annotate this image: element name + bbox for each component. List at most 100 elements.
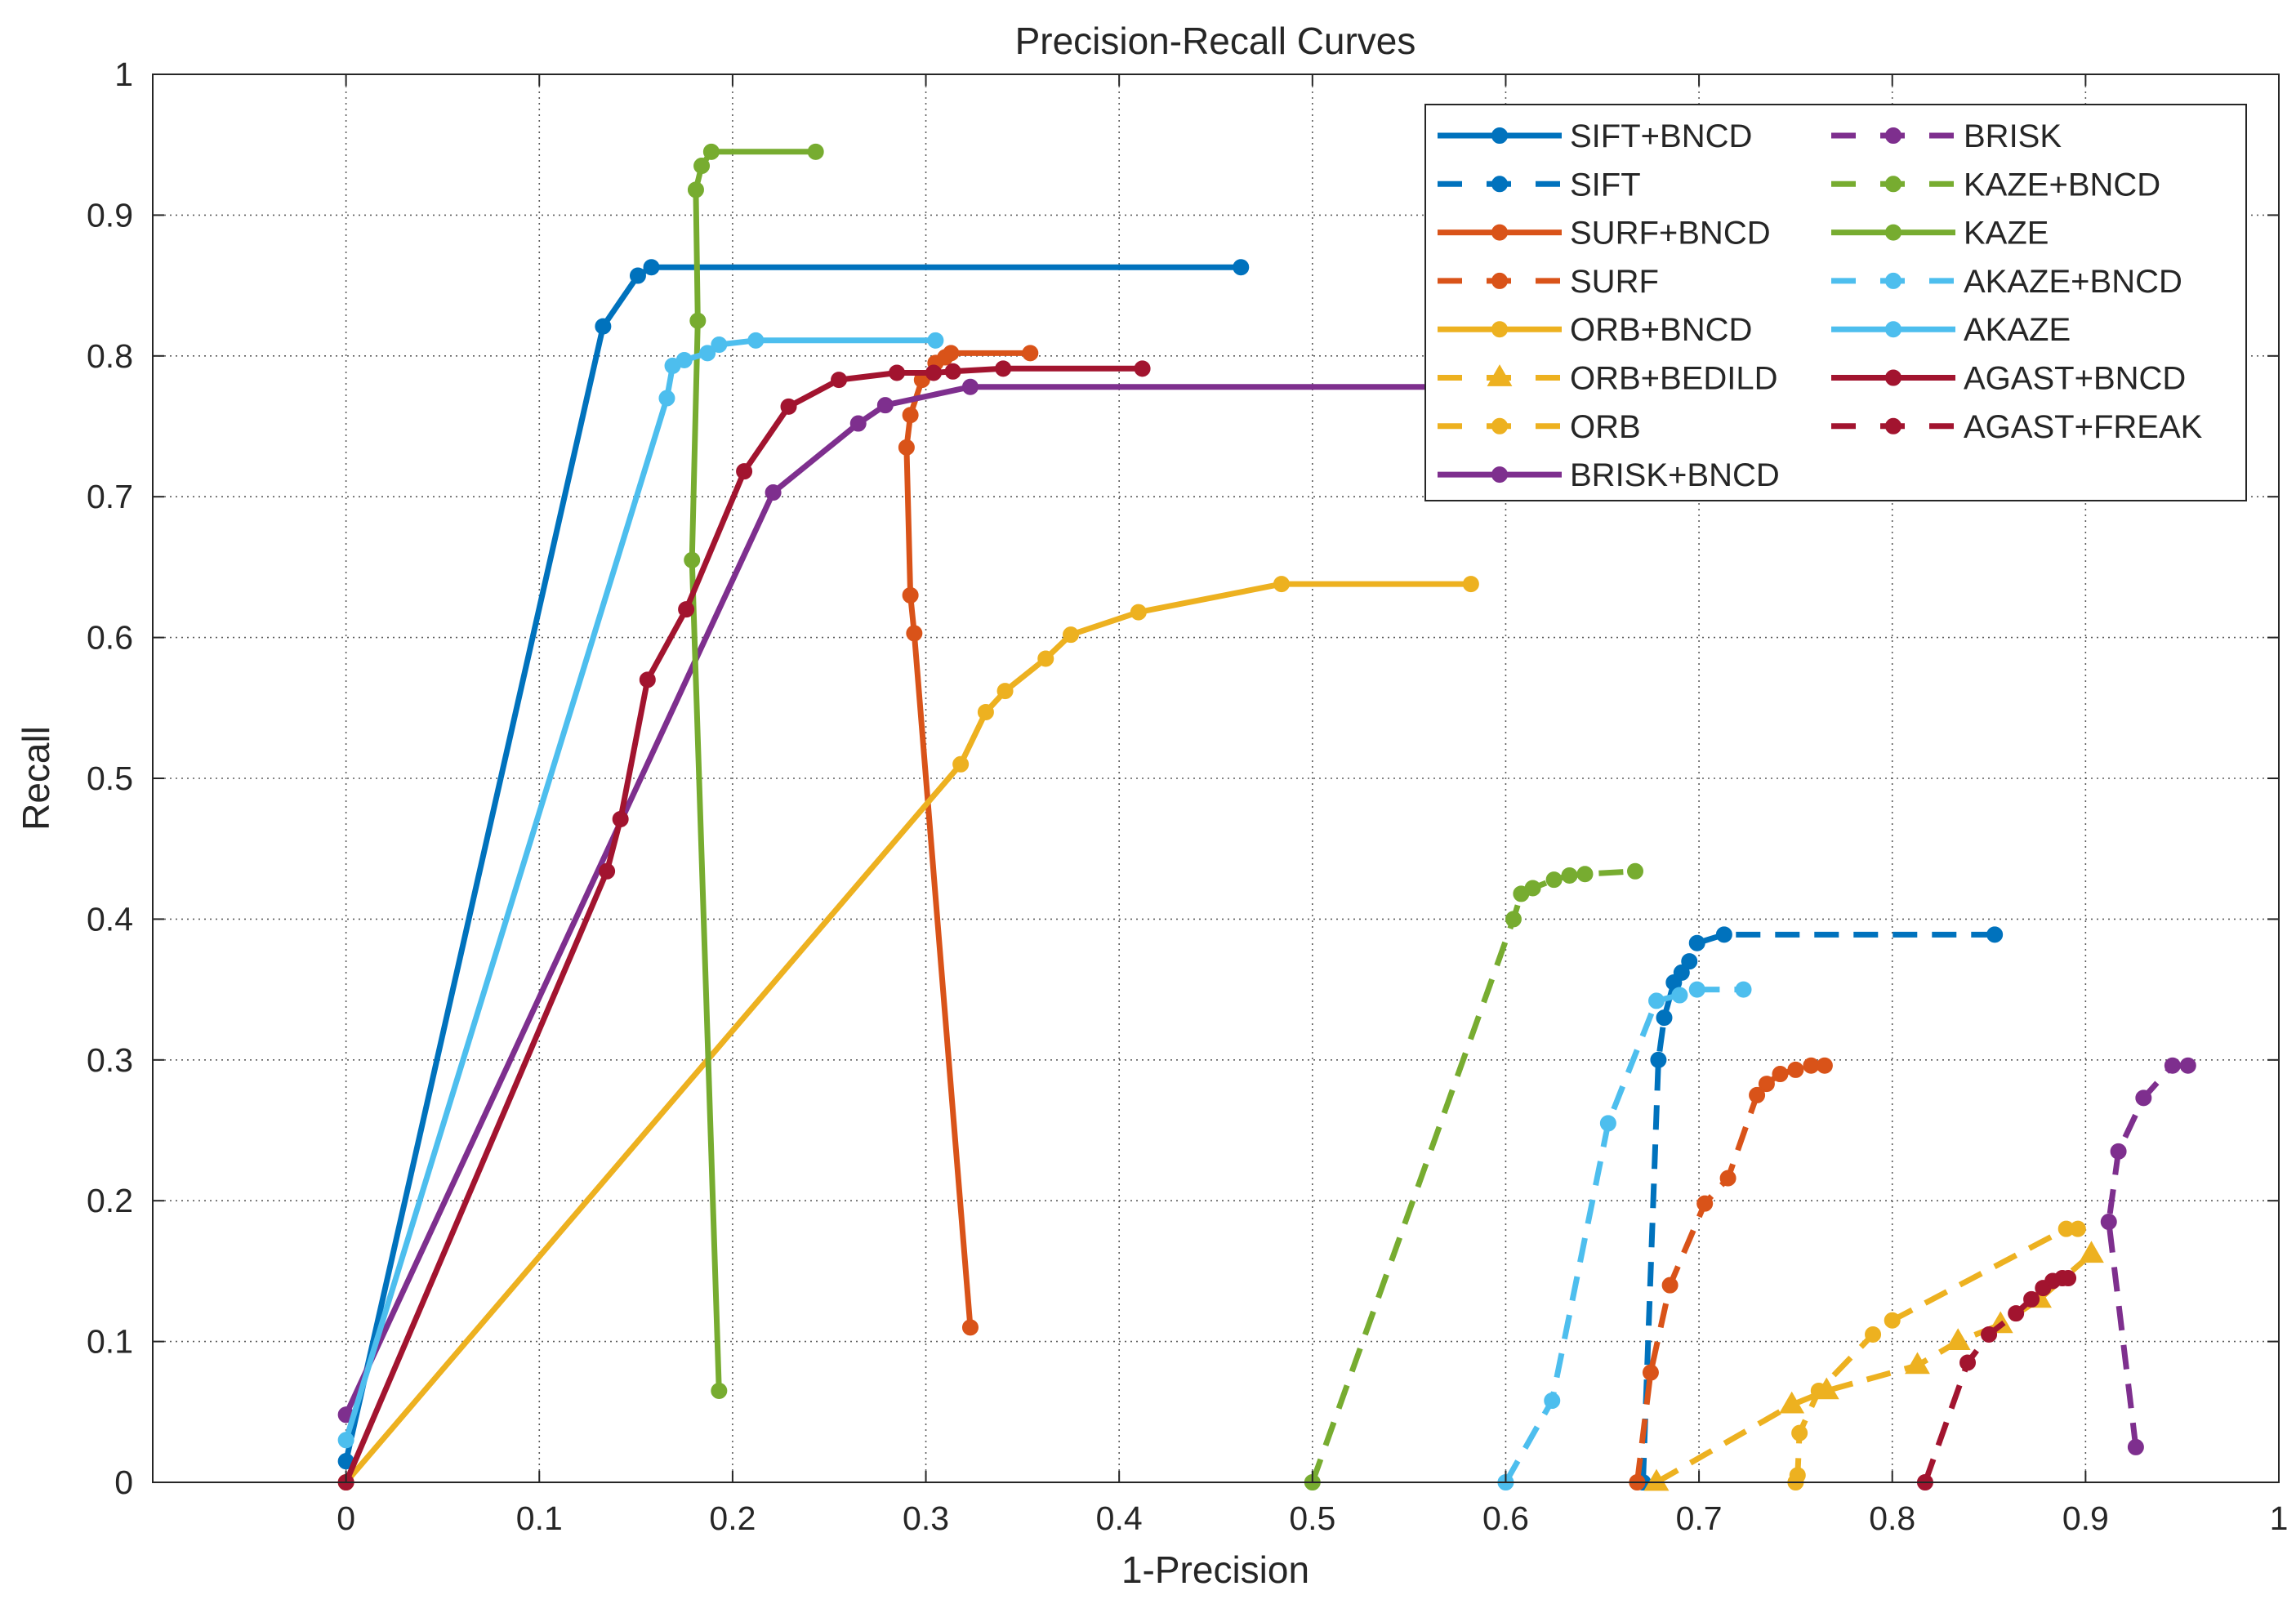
data-point-surf-bncd <box>898 439 915 456</box>
data-point-orb-bncd <box>977 703 994 720</box>
data-point-akaze <box>711 336 728 354</box>
x-tick-label: 0.5 <box>1289 1499 1335 1537</box>
data-point-orb-bedild <box>1945 1328 1971 1350</box>
data-point-agast-bncd <box>944 363 961 380</box>
legend-box <box>1424 104 2247 501</box>
series-akaze <box>337 332 944 1449</box>
legend-label: ORB+BNCD <box>1570 312 1752 348</box>
legend-item-kaze-bncd: KAZE+BNCD <box>1831 167 2160 203</box>
data-point-orb-bncd <box>1273 576 1290 593</box>
data-point-orb-bncd <box>1063 626 1080 644</box>
data-point-akaze-bncd <box>1599 1115 1616 1132</box>
legend-swatch-marker <box>1491 272 1508 289</box>
legend-item-brisk-bncd: BRISK+BNCD <box>1438 457 1780 493</box>
legend-swatch-marker <box>1491 466 1508 483</box>
data-point-kaze-bncd <box>1627 862 1644 880</box>
data-point-brisk-bncd <box>876 397 894 414</box>
legend-swatch-marker <box>1885 417 1901 434</box>
data-point-surf <box>1772 1066 1789 1083</box>
data-point-brisk <box>2135 1089 2152 1107</box>
data-point-sift <box>1650 1051 1667 1068</box>
data-point-sift <box>1656 1009 1673 1027</box>
series-orb-bncd <box>337 576 1479 1490</box>
series-kaze <box>684 143 824 1399</box>
legend-swatch-marker <box>1885 127 1901 144</box>
legend-label: BRISK+BNCD <box>1570 457 1780 493</box>
data-point-surf-bncd <box>961 1319 979 1336</box>
data-point-agast-bncd <box>736 463 753 480</box>
data-point-akaze-bncd <box>1544 1392 1561 1410</box>
legend-swatch-marker <box>1885 176 1901 193</box>
data-point-surf <box>1719 1170 1736 1187</box>
data-point-surf <box>1642 1364 1659 1381</box>
data-point-brisk <box>2110 1143 2127 1160</box>
data-point-kaze-bncd <box>1545 871 1563 889</box>
data-point-sift <box>1715 926 1732 943</box>
legend-item-agast-bncd: AGAST+BNCD <box>1831 361 2186 397</box>
chart-title: Precision-Recall Curves <box>1015 20 1416 62</box>
series-brisk-bncd <box>337 378 1843 1424</box>
series-agast-bncd <box>337 360 1151 1490</box>
data-point-brisk-bncd <box>961 378 979 395</box>
series-orb <box>1787 1220 2086 1490</box>
data-point-agast-freak <box>1981 1326 1998 1343</box>
data-point-kaze-bncd <box>1561 867 1578 884</box>
data-point-agast-bncd <box>831 372 848 389</box>
legend-item-surf: SURF <box>1438 264 1659 300</box>
data-point-sift-bncd <box>1233 259 1250 276</box>
data-point-akaze <box>747 332 765 349</box>
data-point-akaze-bncd <box>1671 987 1688 1004</box>
data-point-surf <box>1787 1061 1804 1078</box>
data-point-surf <box>1749 1086 1766 1103</box>
data-point-surf-bncd <box>1022 345 1039 362</box>
legend-swatch-marker <box>1885 321 1901 338</box>
legend-item-orb-bedild: ORB+BEDILD <box>1438 361 1778 397</box>
series-lines <box>337 143 2196 1491</box>
data-point-kaze-bncd <box>1524 880 1541 897</box>
legend-swatch-marker <box>1487 364 1513 386</box>
data-point-surf <box>1661 1277 1679 1294</box>
legend-label: KAZE <box>1964 216 2049 252</box>
data-point-kaze <box>702 143 720 160</box>
data-point-sift-bncd <box>629 267 646 284</box>
data-point-kaze <box>689 312 707 329</box>
legend-swatch-marker <box>1491 224 1508 241</box>
data-point-agast-bncd <box>612 810 629 827</box>
data-point-agast-bncd <box>995 360 1012 377</box>
data-point-surf <box>1758 1076 1775 1093</box>
y-tick-label: 0.7 <box>87 478 133 515</box>
legend-item-kaze: KAZE <box>1831 216 2049 252</box>
y-tick-label: 0.2 <box>87 1182 133 1219</box>
data-point-brisk-bncd <box>765 484 782 501</box>
data-point-agast-freak <box>1959 1354 1977 1371</box>
series-akaze-bncd <box>1497 981 1752 1490</box>
y-tick-label: 0.1 <box>87 1323 133 1361</box>
data-point-agast-bncd <box>678 601 695 618</box>
series-sift-bncd <box>337 259 1250 1470</box>
data-point-brisk <box>2127 1438 2144 1455</box>
data-point-brisk-bncd <box>849 415 867 432</box>
legend-item-akaze-bncd: AKAZE+BNCD <box>1831 264 2182 300</box>
legend-label: SURF+BNCD <box>1570 216 1771 252</box>
legend-item-surf-bncd: SURF+BNCD <box>1438 216 1771 252</box>
legend-swatch-marker <box>1885 224 1901 241</box>
data-point-kaze <box>711 1382 728 1399</box>
data-point-orb <box>1884 1312 1901 1329</box>
legend-item-sift: SIFT <box>1438 167 1641 203</box>
legend-swatch-marker <box>1491 417 1508 434</box>
data-point-akaze-bncd <box>1735 981 1752 998</box>
data-point-agast-bncd <box>1134 360 1151 377</box>
legend-item-orb: ORB <box>1438 409 1641 445</box>
data-point-agast-bncd <box>925 364 943 381</box>
x-tick-label: 0.6 <box>1482 1499 1529 1537</box>
data-point-surf-bncd <box>943 345 960 362</box>
data-point-agast-freak <box>2023 1290 2040 1308</box>
legend-label: BRISK <box>1964 118 2062 154</box>
data-point-surf <box>1696 1195 1714 1212</box>
data-point-agast-bncd <box>889 364 906 381</box>
data-point-kaze-bncd <box>1576 866 1594 883</box>
x-tick-label: 0.8 <box>1869 1499 1915 1537</box>
x-axis-label: 1-Precision <box>1121 1548 1309 1591</box>
data-point-kaze <box>693 158 711 175</box>
